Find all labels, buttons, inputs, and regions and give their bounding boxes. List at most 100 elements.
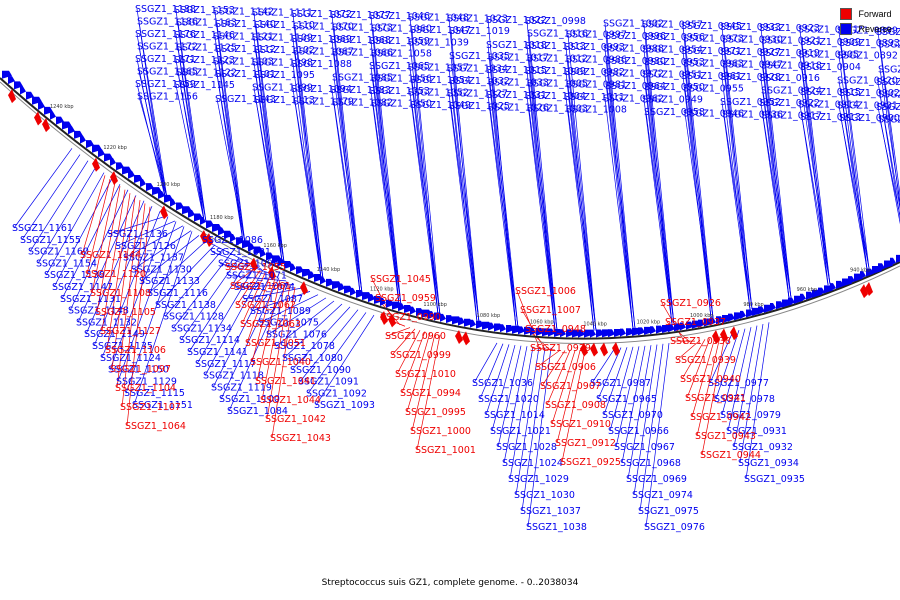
gene-label: SSGZ1_0942 <box>690 412 751 423</box>
gene-label: SSGZ1_0955 <box>683 83 744 94</box>
gene-label: SSGZ1_1059 <box>369 36 430 47</box>
gene-label: SSGZ1_0913 <box>800 112 861 123</box>
leader-line <box>406 332 431 413</box>
leader-line <box>676 340 701 361</box>
gene-label: SSGZ1_1005 <box>527 79 588 90</box>
leader-line <box>294 101 324 279</box>
gene-label: SSGZ1_1039 <box>408 37 469 48</box>
reverse-gene <box>200 217 206 226</box>
gene-label: SSGZ1_0907 <box>540 381 601 392</box>
reverse-gene <box>896 254 900 263</box>
gene-label: SSGZ1_1105 <box>95 307 156 318</box>
gene-label: SSGZ1_1153 <box>174 5 235 16</box>
gene-label: SSGZ1_1132 <box>76 317 137 328</box>
gene-label: SSGZ1_1142 <box>213 6 274 17</box>
leader-line <box>745 322 770 480</box>
gene-label: SSGZ1_1065 <box>369 61 430 72</box>
leader-line <box>226 265 251 268</box>
gene-label: SSGZ1_1047 <box>410 25 471 36</box>
gene-label: SSGZ1_0956 <box>644 32 705 43</box>
leader-line <box>315 314 375 406</box>
leader-line <box>606 60 636 329</box>
leader-line <box>81 175 106 256</box>
leader-line <box>526 70 556 331</box>
gene-label: SSGZ1_1024 <box>502 458 563 469</box>
reverse-gene <box>164 194 173 203</box>
gene-label: SSGZ1_1034 <box>447 64 508 75</box>
reverse-gene <box>194 213 203 222</box>
axis-tick-label: 1120 kbp <box>370 287 394 293</box>
reverse-gene <box>296 266 304 275</box>
gene-label: SSGZ1_1054 <box>410 75 471 86</box>
forward-gene <box>250 257 258 272</box>
reverse-gene <box>350 287 356 296</box>
reverse-gene <box>236 237 244 246</box>
leader-line <box>877 31 900 210</box>
leader-line <box>292 63 322 278</box>
gene-label: SSGZ1_0966 <box>608 426 669 437</box>
reverse-gene <box>254 246 263 255</box>
leader-line <box>61 184 121 299</box>
leader-line <box>682 75 712 319</box>
gene-label: SSGZ1_1063 <box>240 319 301 330</box>
gene-label: SSGZ1_1117 <box>195 359 256 370</box>
gene-label: SSGZ1_1000 <box>410 426 471 437</box>
gene-label: SSGZ1_0967 <box>614 442 675 453</box>
leader-line <box>253 37 283 262</box>
leader-line <box>196 265 256 364</box>
leader-line <box>762 40 792 298</box>
leader-line <box>255 75 285 263</box>
axis-tick-label: 1240 kbp <box>50 104 74 110</box>
leader-line <box>686 338 711 399</box>
gene-label: SSGZ1_0998 <box>525 16 586 27</box>
reverse-gene <box>218 227 225 236</box>
axis-tick-label: 1040 kbp <box>583 322 607 328</box>
reverse-gene <box>518 326 525 335</box>
reverse-gene <box>488 322 495 331</box>
leader-line <box>567 34 597 331</box>
leader-line <box>639 343 664 512</box>
reverse-gene <box>38 101 45 110</box>
gene-label: SSGZ1_0976 <box>644 522 705 533</box>
gene-label: SSGZ1_1033 <box>488 77 549 88</box>
leader-line <box>13 148 73 229</box>
leader-line <box>138 71 168 198</box>
gene-label: SSGZ1_0959 <box>375 293 436 304</box>
leader-line <box>411 333 436 432</box>
gene-label: SSGZ1_1122 <box>176 68 237 79</box>
gene-label: SSGZ1_0964 <box>605 81 666 92</box>
gene-label: SSGZ1_0891 <box>878 64 900 75</box>
gene-label: SSGZ1_1011 <box>564 92 625 103</box>
gene-label: SSGZ1_0887 <box>878 114 900 125</box>
gene-label: SSGZ1_1101 <box>215 69 276 80</box>
gene-label: SSGZ1_1075 <box>258 318 319 329</box>
leader-line <box>411 104 441 315</box>
gene-label: SSGZ1_0926 <box>660 298 721 309</box>
gene-label: SSGZ1_0888 <box>876 102 900 113</box>
reverse-gene <box>68 126 75 135</box>
forward-gene <box>455 330 463 345</box>
gene-label: SSGZ1_1108 <box>90 288 151 299</box>
leader-line <box>565 97 595 331</box>
leader-line <box>216 48 246 243</box>
leader-line <box>241 272 266 325</box>
gene-label: SSGZ1_1074 <box>234 282 295 293</box>
gene-label: SSGZ1_1045 <box>370 274 431 285</box>
leader-line <box>801 41 831 285</box>
gene-label: SSGZ1_1123 <box>174 55 235 66</box>
leader-line <box>148 239 208 294</box>
gene-label: SSGZ1_0892 <box>837 51 898 62</box>
leader-line <box>271 286 296 439</box>
gene-label: SSGZ1_1129 <box>116 376 177 387</box>
reverse-gene <box>560 329 566 338</box>
gene-label: SSGZ1_1064 <box>125 421 186 432</box>
leader-line <box>409 67 439 315</box>
gene-label: SSGZ1_1055 <box>225 262 286 273</box>
gene-label: SSGZ1_0997 <box>566 30 627 41</box>
gene-label: SSGZ1_0906 <box>535 362 596 373</box>
forward-gene-track <box>8 89 873 357</box>
leader-line <box>331 89 361 293</box>
gene-label: SSGZ1_0935 <box>744 474 805 485</box>
leader-line <box>125 226 185 394</box>
leader-line <box>838 30 868 270</box>
